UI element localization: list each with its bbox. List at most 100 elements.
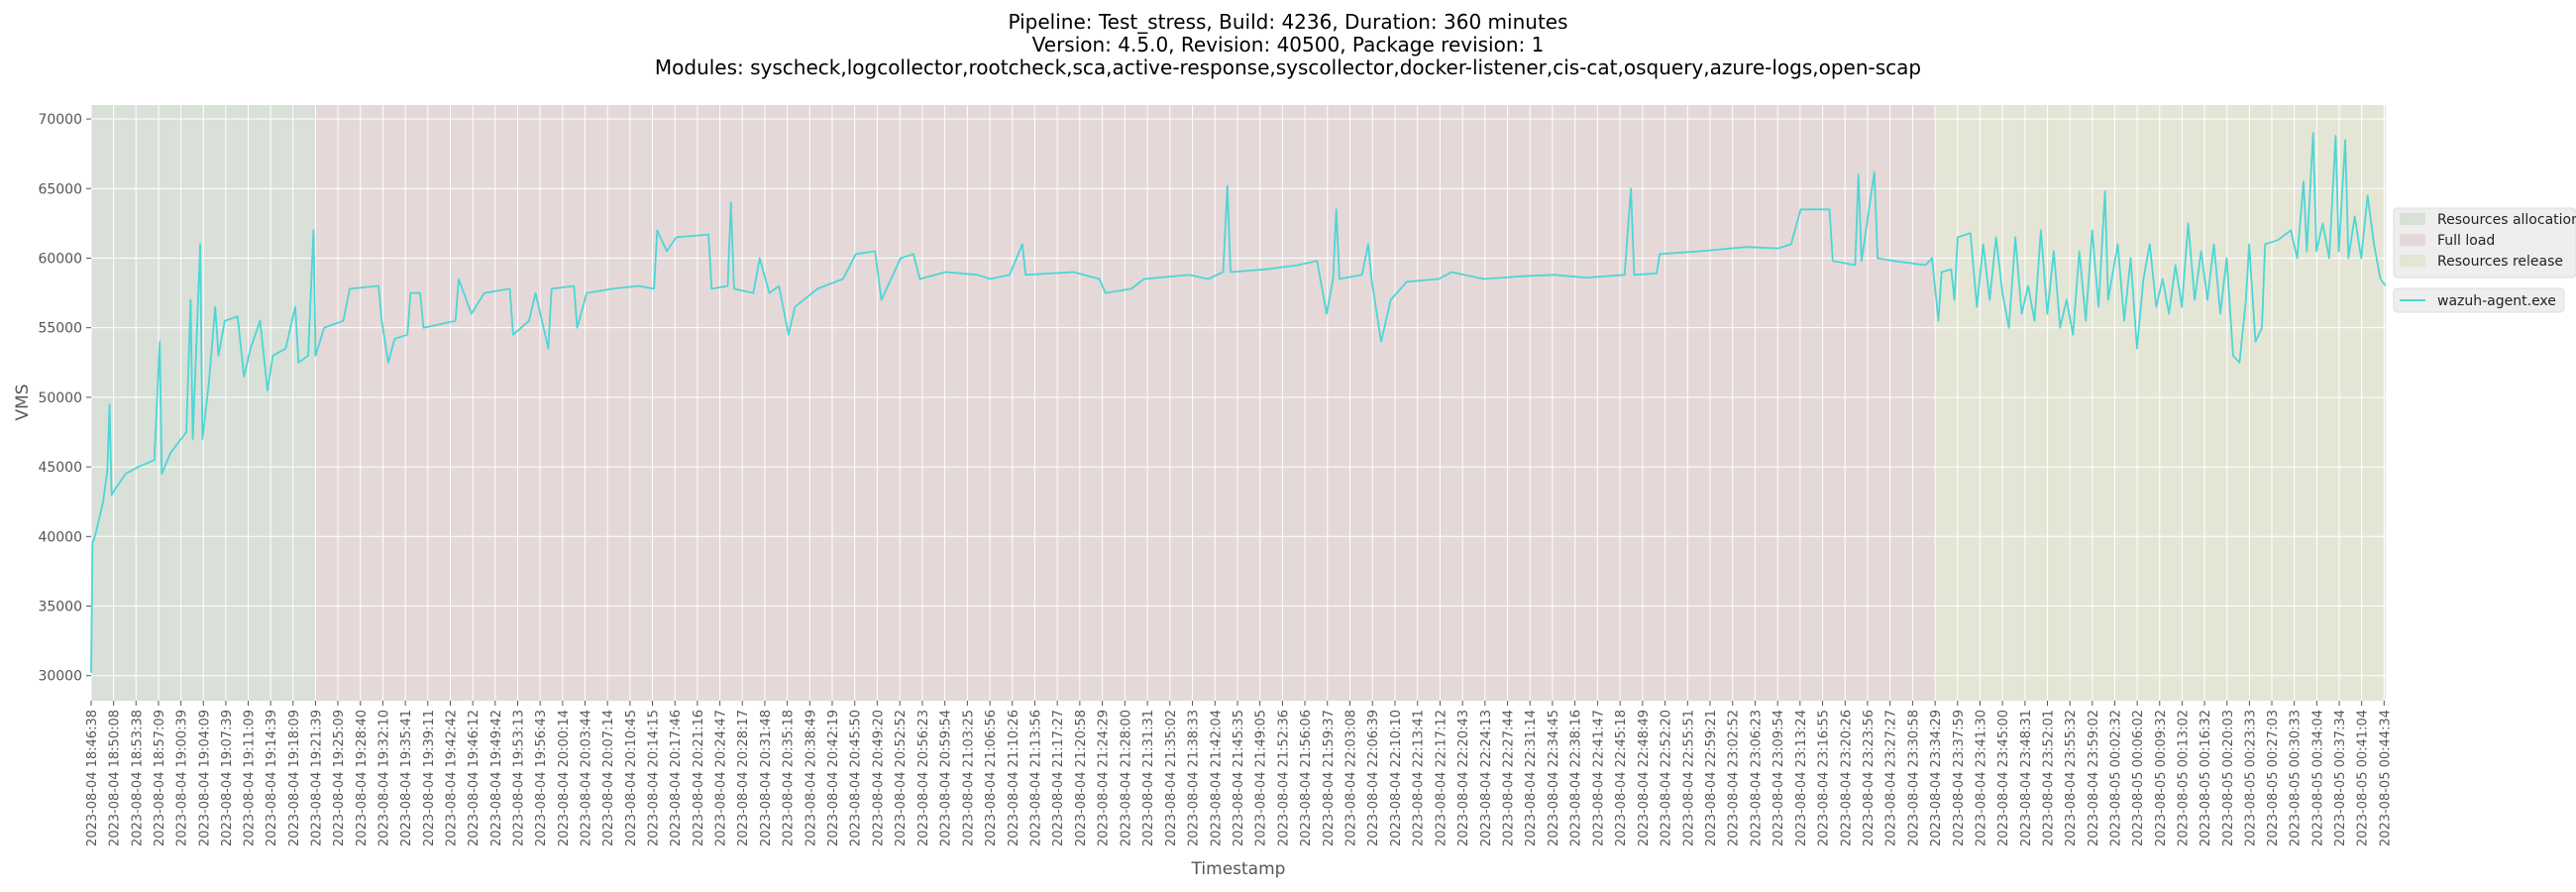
x-tick-label: 2023-08-04 19:00:39 [175,710,190,846]
x-tick-label: 2023-08-04 19:11:09 [243,710,258,846]
x-tick-label: 2023-08-04 21:35:02 [1164,710,1179,846]
y-tick-label: 45000 [38,460,82,476]
x-tick-label: 2023-08-04 22:59:21 [1704,710,1719,846]
x-tick-label: 2023-08-04 19:32:10 [376,710,391,846]
x-tick-label: 2023-08-04 22:24:13 [1479,710,1494,846]
x-axis-label: Timestamp [1191,859,1286,879]
x-tick-label: 2023-08-04 21:06:56 [984,710,999,846]
x-tick-label: 2023-08-04 22:20:43 [1456,710,1471,846]
x-tick-label: 2023-08-05 00:06:02 [2131,710,2146,846]
x-tick-label: 2023-08-04 19:56:43 [534,710,549,846]
legend-phase-label: Resources allocation [2437,212,2576,228]
x-tick-label: 2023-08-04 23:59:02 [2087,710,2101,846]
x-tick-label: 2023-08-04 20:45:50 [849,710,864,846]
y-axis-label: VMS [13,384,33,420]
y-tick-label: 60000 [38,251,82,267]
x-tick-label: 2023-08-04 22:10:10 [1389,710,1404,846]
x-tick-label: 2023-08-04 22:06:39 [1366,710,1381,846]
title-line-2: Version: 4.5.0, Revision: 40500, Package… [1032,33,1545,56]
x-tick-label: 2023-08-04 19:25:09 [332,710,347,846]
x-tick-label: 2023-08-04 20:31:48 [759,710,774,846]
x-tick-label: 2023-08-05 00:02:32 [2109,710,2124,846]
x-tick-label: 2023-08-04 21:03:25 [961,710,976,846]
x-tick-label: 2023-08-04 23:30:58 [1906,710,1921,846]
x-tick-label: 2023-08-04 20:35:18 [782,710,797,846]
x-tick-label: 2023-08-04 19:14:39 [265,710,279,846]
x-tick-label: 2023-08-04 19:49:42 [489,710,504,846]
legend-phase-swatch [2400,213,2425,225]
x-tick-label: 2023-08-04 18:46:38 [85,710,100,846]
x-tick-label: 2023-08-05 00:13:02 [2176,710,2191,846]
y-tick-label: 40000 [38,529,82,545]
x-tick-label: 2023-08-04 21:24:29 [1097,710,1112,846]
x-tick-label: 2023-08-04 21:31:31 [1141,710,1156,846]
x-tick-label: 2023-08-04 19:42:42 [445,710,460,846]
y-tick-label: 55000 [38,321,82,337]
x-tick-label: 2023-08-04 21:56:06 [1299,710,1314,846]
x-tick-label: 2023-08-04 23:20:26 [1839,710,1854,846]
x-tick-label: 2023-08-04 23:27:27 [1884,710,1899,846]
chart-title: Pipeline: Test_stress, Build: 4236, Dura… [655,10,1921,79]
y-tick-label: 50000 [38,390,82,406]
x-tick-label: 2023-08-04 22:38:16 [1569,710,1584,846]
x-tick-label: 2023-08-04 23:13:24 [1794,710,1809,846]
x-tick-label: 2023-08-04 21:13:56 [1028,710,1043,846]
legend-phase-box [2393,207,2576,279]
x-tick-label: 2023-08-04 20:07:14 [601,710,616,846]
x-tick-label: 2023-08-04 20:17:46 [669,710,684,846]
legend-phase-swatch [2400,255,2425,267]
x-tick-label: 2023-08-05 00:41:04 [2356,710,2371,846]
x-tick-label: 2023-08-05 00:20:03 [2221,710,2236,846]
x-tick-label: 2023-08-04 20:42:19 [826,710,841,846]
x-tick-label: 2023-08-04 20:52:52 [894,710,909,846]
x-tick-label: 2023-08-04 19:39:11 [422,710,437,846]
x-tick-label: 2023-08-04 20:49:20 [871,710,886,846]
x-tick-label: 2023-08-04 21:10:26 [1007,710,1021,846]
x-tick-label: 2023-08-04 23:06:23 [1749,710,1764,846]
x-tick-label: 2023-08-05 00:37:34 [2333,710,2348,846]
x-tick-label: 2023-08-05 00:27:03 [2266,710,2281,846]
x-tick-label: 2023-08-04 21:28:00 [1119,710,1133,846]
x-tick-label: 2023-08-04 23:37:59 [1952,710,1967,846]
x-tick-label: 2023-08-04 22:48:49 [1637,710,1652,846]
legend: Resources allocation Full load Resources r… [2393,207,2576,313]
x-tick-label: 2023-08-04 19:28:40 [355,710,370,846]
x-tick-label: 2023-08-05 00:09:32 [2154,710,2169,846]
x-tick-label: 2023-08-04 21:38:33 [1187,710,1202,846]
x-tick-label: 2023-08-04 18:50:08 [108,710,123,846]
x-tick-label: 2023-08-04 20:21:16 [692,710,706,846]
x-tick-label: 2023-08-04 20:24:47 [714,710,729,846]
x-tick-label: 2023-08-04 18:57:09 [153,710,167,846]
x-tick-label: 2023-08-04 23:48:31 [2019,710,2034,846]
x-tick-label: 2023-08-05 00:30:33 [2289,710,2304,846]
x-tick-label: 2023-08-04 20:00:14 [557,710,572,846]
x-tick-label: 2023-08-04 20:56:23 [916,710,931,846]
x-tick-label: 2023-08-04 23:16:55 [1817,710,1832,846]
y-tick-label: 35000 [38,600,82,615]
x-tick-label: 2023-08-04 19:07:39 [220,710,235,846]
x-tick-label: 2023-08-04 20:59:54 [939,710,954,846]
x-tick-label: 2023-08-04 20:14:15 [646,710,661,846]
x-tick-label: 2023-08-04 22:17:12 [1434,710,1449,846]
x-tick-label: 2023-08-04 23:52:01 [2042,710,2057,846]
x-tick-label: 2023-08-04 19:18:09 [287,710,302,846]
x-tick-label: 2023-08-04 22:03:08 [1344,710,1359,846]
x-tick-label: 2023-08-04 19:46:12 [467,710,482,846]
x-tick-label: 2023-08-04 20:10:45 [624,710,639,846]
x-tick-label: 2023-08-05 00:44:34 [2378,710,2393,846]
x-tick-label: 2023-08-04 23:02:52 [1727,710,1742,846]
x-tick-label: 2023-08-05 00:16:32 [2199,710,2213,846]
legend-series-box [2393,287,2565,313]
x-tick-label: 2023-08-04 23:45:00 [1996,710,2011,846]
x-tick-label: 2023-08-04 19:21:39 [309,710,324,846]
x-tick-label: 2023-08-04 21:59:37 [1322,710,1337,846]
x-tick-label: 2023-08-04 23:41:30 [1975,710,1989,846]
x-tick-label: 2023-08-04 21:42:04 [1209,710,1224,846]
y-tick-label: 30000 [38,669,82,685]
x-tick-label: 2023-08-04 20:28:17 [736,710,751,846]
title-line-1: Pipeline: Test_stress, Build: 4236, Dura… [1008,10,1567,34]
x-tick-label: 2023-08-04 23:09:54 [1771,710,1786,846]
x-tick-label: 2023-08-04 22:52:20 [1660,710,1674,846]
x-tick-label: 2023-08-04 22:34:45 [1547,710,1561,846]
